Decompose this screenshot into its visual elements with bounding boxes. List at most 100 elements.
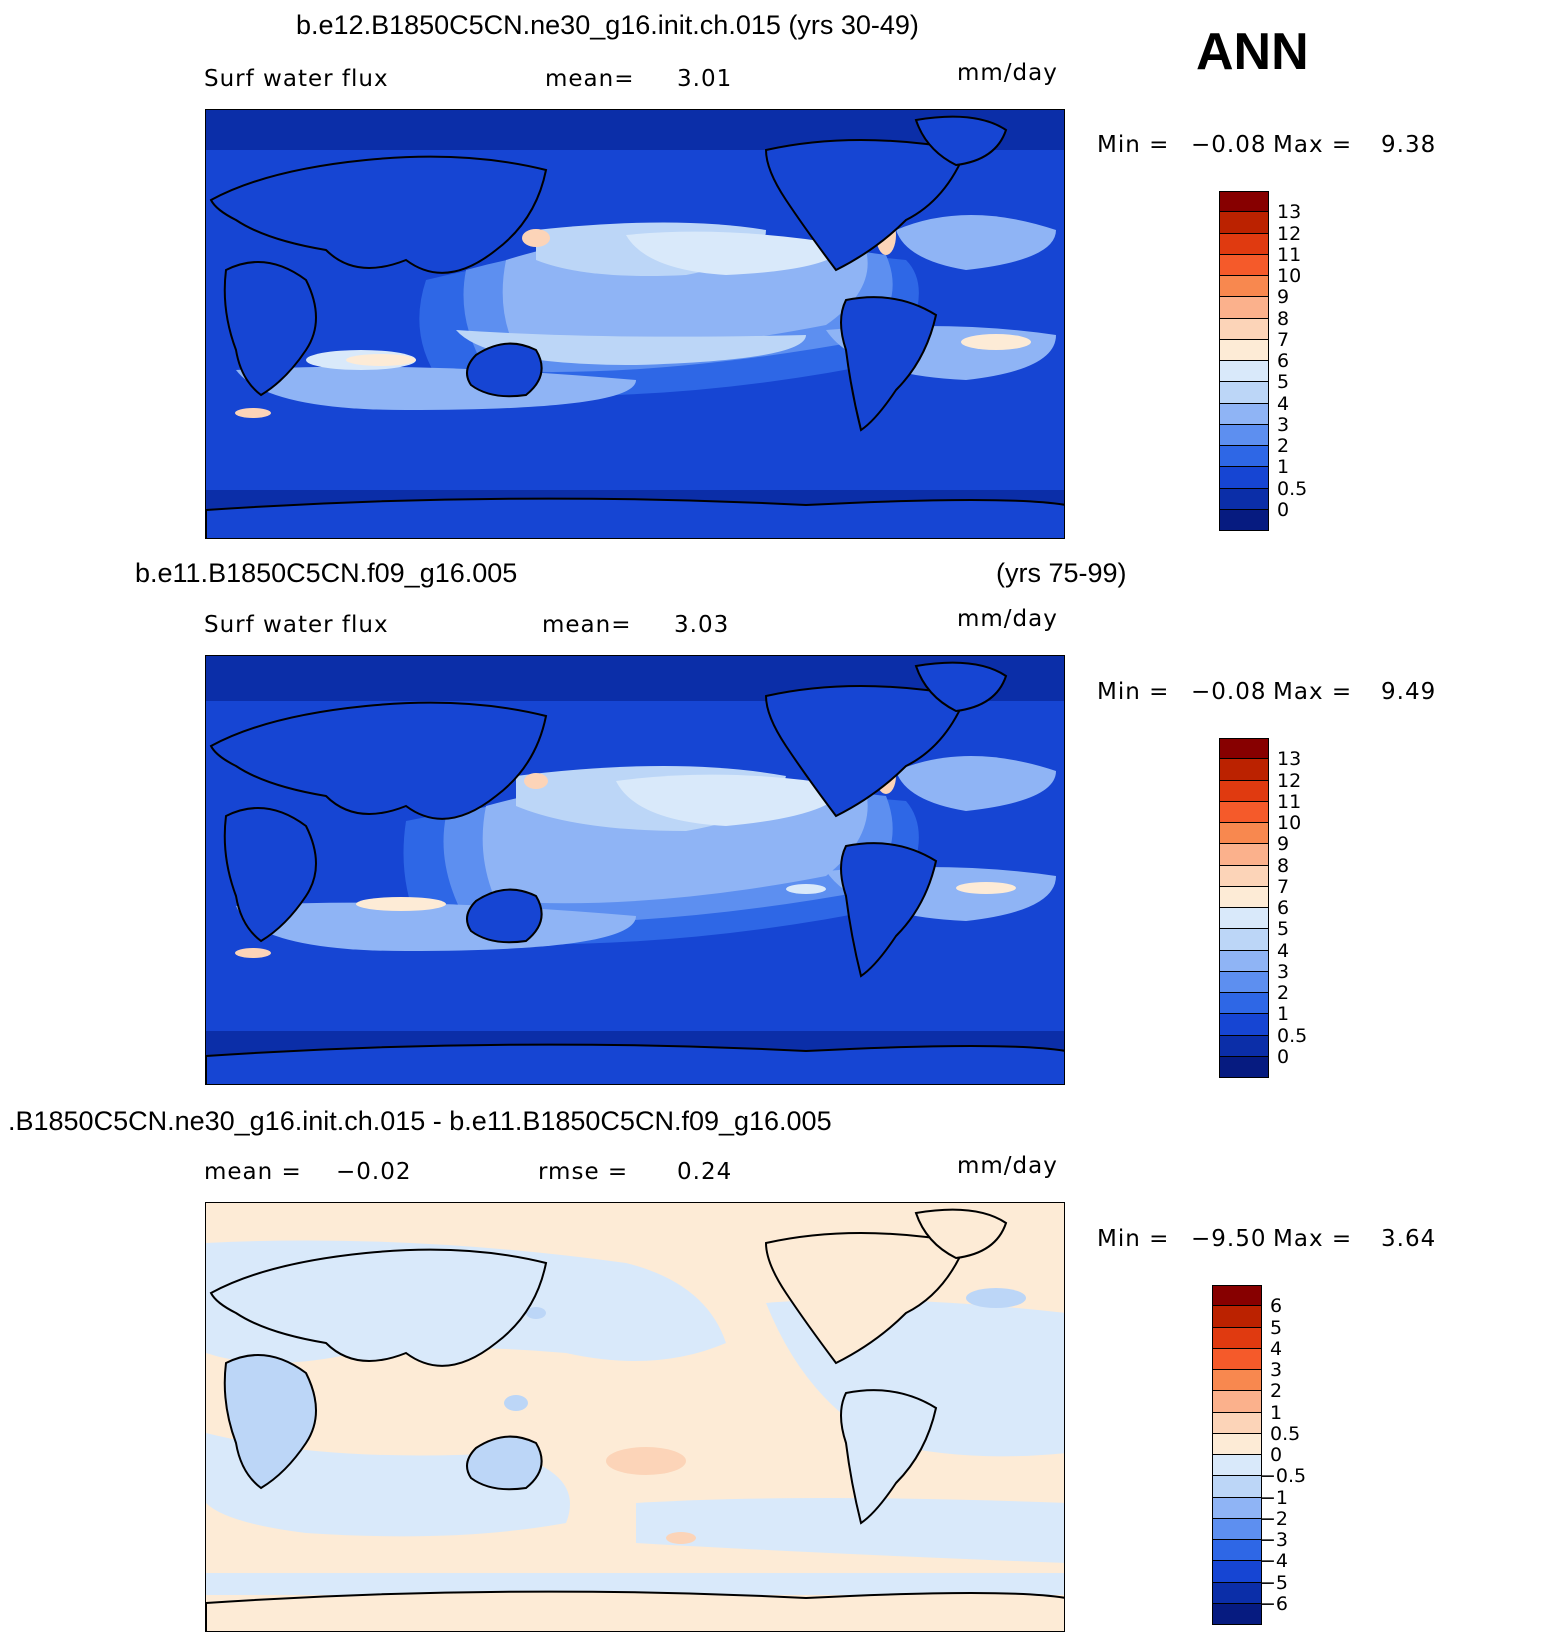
colorbar-tick-label: 3 [1277, 960, 1290, 983]
panel-2-mean-value: 3.03 [674, 612, 730, 638]
colorbar-swatch [1219, 1014, 1269, 1036]
colorbar-swatch [1219, 950, 1269, 972]
colorbar-tick-label: 5 [1277, 371, 1290, 394]
colorbar-tick-label: 13 [1277, 748, 1302, 771]
panel-2-min-value: −0.08 [1191, 679, 1267, 705]
colorbar-tick-label: 4 [1277, 939, 1290, 962]
panel-3-rmse-label: rmse = [538, 1159, 629, 1185]
colorbar-swatch [1219, 971, 1269, 993]
season-label: ANN [1196, 23, 1309, 81]
panel-3-title: .B1850C5CN.ne30_g16.init.ch.015 - b.e11.… [8, 1106, 832, 1136]
colorbar-swatch [1219, 254, 1269, 276]
colorbar-swatch [1212, 1306, 1262, 1328]
panel-1-min-label: Min = [1097, 132, 1170, 158]
colorbar-swatch [1219, 886, 1269, 908]
panel-1-max-label: Max = [1273, 132, 1353, 158]
colorbar-swatch [1219, 339, 1269, 361]
colorbar-tick-label: 7 [1277, 328, 1290, 351]
colorbar-swatch [1219, 191, 1269, 213]
panel-2-min-label: Min = [1097, 679, 1170, 705]
colorbar-tick-label: 5 [1270, 1316, 1283, 1339]
panel-1-units: mm/day [957, 60, 1058, 86]
colorbar-swatch [1219, 1035, 1269, 1057]
colorbar-swatch [1212, 1412, 1262, 1434]
colorbar-swatch [1212, 1561, 1262, 1583]
panel-3-units: mm/day [957, 1153, 1058, 1179]
colorbar-tick-label: 8 [1277, 854, 1290, 877]
colorbar-tick-label: 13 [1277, 201, 1302, 224]
colorbar-tick-label: 2 [1270, 1380, 1283, 1403]
colorbar-tick-label: 2 [1277, 982, 1290, 1004]
colorbar-swatch [1219, 488, 1269, 510]
colorbar-tick-label: 4 [1270, 1337, 1283, 1360]
colorbar-tick-label: 0 [1270, 1444, 1283, 1466]
colorbar-swatch [1212, 1433, 1262, 1455]
colorbar-tick-label: −5 [1260, 1571, 1289, 1594]
panel-2-title: b.e11.B1850C5CN.f09_g16.005 [135, 558, 518, 588]
colorbar-tick-label: 6 [1270, 1295, 1283, 1318]
colorbar-swatch [1219, 738, 1269, 760]
colorbar-tick-label: 1 [1277, 1003, 1290, 1026]
panel-3-map-field [206, 1203, 1064, 1631]
colorbar-swatch [1219, 233, 1269, 255]
colorbar-swatch [1212, 1391, 1262, 1413]
colorbar-swatch [1219, 318, 1269, 340]
colorbar-tick-label: 12 [1277, 769, 1302, 792]
colorbar-frame [1219, 191, 1269, 531]
colorbar-swatch [1219, 823, 1269, 845]
colorbar-tick-label: 0 [1277, 498, 1290, 521]
panel-3-mean-value: −0.02 [336, 1159, 412, 1185]
panel-2-years: (yrs 75-99) [996, 558, 1127, 588]
colorbar-swatch [1219, 467, 1269, 489]
colorbar-tick-label: 0.5 [1277, 1024, 1308, 1047]
colorbar-swatch [1212, 1497, 1262, 1519]
colorbar-swatch [1219, 382, 1269, 404]
panel-2-map-field [206, 656, 1064, 1084]
panel-3-min-value: −9.50 [1191, 1226, 1267, 1252]
colorbar-swatch [1219, 759, 1269, 781]
colorbar-tick-label: 11 [1277, 243, 1302, 266]
colorbar-swatch [1219, 844, 1269, 866]
colorbar-tick-label: 9 [1277, 833, 1290, 856]
colorbar-frame [1219, 738, 1269, 1078]
panel-1-mean-value: 3.01 [677, 66, 733, 92]
panel-2-max-label: Max = [1273, 679, 1353, 705]
panel-1-map [205, 109, 1065, 539]
colorbar-tick-label: 9 [1277, 286, 1290, 309]
panel-1-mean-label: mean= [545, 66, 635, 92]
colorbar-swatch [1219, 276, 1269, 298]
colorbar-tick-label: 4 [1277, 392, 1290, 415]
colorbar-tick-label: 0.5 [1270, 1422, 1301, 1445]
colorbar-swatch [1212, 1476, 1262, 1498]
colorbar-swatch [1212, 1348, 1262, 1370]
colorbar-swatch [1219, 403, 1269, 425]
colorbar-swatch [1212, 1540, 1262, 1562]
colorbar-tick-label: 1 [1277, 456, 1290, 479]
panel-2-mean-label: mean= [542, 612, 632, 638]
panel-3-mean-label: mean = [204, 1159, 302, 1185]
panel-3-max-value: 3.64 [1381, 1226, 1437, 1252]
colorbar-swatch [1219, 212, 1269, 234]
colorbar-tick-label: 5 [1277, 918, 1290, 941]
colorbar-tick-label: 7 [1277, 875, 1290, 898]
panel-1-map-field [206, 110, 1064, 538]
panel-3-map [205, 1202, 1065, 1632]
colorbar-tick-label: −0.5 [1260, 1465, 1307, 1488]
colorbar-swatch [1219, 297, 1269, 319]
colorbar-swatch [1212, 1327, 1262, 1349]
colorbar-swatch [1219, 801, 1269, 823]
colorbar-swatch [1219, 361, 1269, 383]
colorbar-tick-label: −4 [1260, 1550, 1289, 1573]
panel-2-variable-label: Surf water flux [204, 612, 389, 638]
panel-1-min-value: −0.08 [1191, 132, 1267, 158]
panel-1-max-value: 9.38 [1381, 132, 1437, 158]
colorbar-frame [1212, 1285, 1262, 1625]
colorbar-swatch [1219, 780, 1269, 802]
colorbar-tick-label: −2 [1260, 1507, 1289, 1530]
colorbar-tick-label: 8 [1277, 307, 1290, 330]
colorbar-swatch [1212, 1518, 1262, 1540]
colorbar-tick-label: 0 [1277, 1045, 1290, 1068]
colorbar-tick-label: 3 [1270, 1359, 1283, 1381]
colorbar-swatch [1219, 929, 1269, 951]
colorbar-swatch [1219, 908, 1269, 930]
